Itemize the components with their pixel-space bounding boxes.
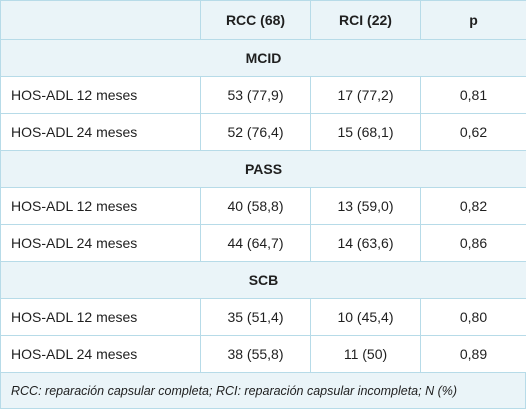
table-footnote: RCC: reparación capsular completa; RCI: …: [0, 373, 526, 409]
results-table: RCC (68) RCI (22) p MCID HOS-ADL 12 mese…: [0, 0, 526, 373]
header-cell-empty: [0, 0, 201, 40]
rci-cell: 17 (77,2): [310, 76, 421, 114]
p-value-cell: 0,80: [420, 298, 526, 336]
rci-cell: 10 (45,4): [310, 298, 421, 336]
rci-cell: 14 (63,6): [310, 224, 421, 262]
p-value-cell: 0,86: [420, 224, 526, 262]
row-label: HOS-ADL 24 meses: [0, 113, 201, 151]
rcc-cell: 44 (64,7): [200, 224, 311, 262]
table-row: HOS-ADL 24 meses 52 (76,4) 15 (68,1) 0,6…: [0, 113, 526, 151]
row-label: HOS-ADL 12 meses: [0, 76, 201, 114]
section-row-pass: PASS: [0, 150, 526, 188]
header-cell-rci: RCI (22): [310, 0, 421, 40]
row-label: HOS-ADL 24 meses: [0, 335, 201, 373]
section-title: SCB: [0, 261, 526, 299]
p-value-cell: 0,62: [420, 113, 526, 151]
row-label: HOS-ADL 12 meses: [0, 298, 201, 336]
p-value-cell: 0,89: [420, 335, 526, 373]
rcc-cell: 40 (58,8): [200, 187, 311, 225]
rcc-cell: 52 (76,4): [200, 113, 311, 151]
rcc-cell: 35 (51,4): [200, 298, 311, 336]
rcc-cell: 53 (77,9): [200, 76, 311, 114]
table-row: HOS-ADL 12 meses 35 (51,4) 10 (45,4) 0,8…: [0, 298, 526, 336]
table-row: HOS-ADL 12 meses 40 (58,8) 13 (59,0) 0,8…: [0, 187, 526, 225]
table-header-row: RCC (68) RCI (22) p: [0, 0, 526, 40]
row-label: HOS-ADL 12 meses: [0, 187, 201, 225]
table-row: HOS-ADL 12 meses 53 (77,9) 17 (77,2) 0,8…: [0, 76, 526, 114]
rcc-cell: 38 (55,8): [200, 335, 311, 373]
p-value-cell: 0,81: [420, 76, 526, 114]
p-value-cell: 0,82: [420, 187, 526, 225]
header-cell-rcc: RCC (68): [200, 0, 311, 40]
section-title: MCID: [0, 39, 526, 77]
header-cell-p: p: [420, 0, 526, 40]
rci-cell: 11 (50): [310, 335, 421, 373]
row-label: HOS-ADL 24 meses: [0, 224, 201, 262]
table-row: HOS-ADL 24 meses 44 (64,7) 14 (63,6) 0,8…: [0, 224, 526, 262]
rci-cell: 15 (68,1): [310, 113, 421, 151]
section-title: PASS: [0, 150, 526, 188]
rci-cell: 13 (59,0): [310, 187, 421, 225]
table-row: HOS-ADL 24 meses 38 (55,8) 11 (50) 0,89: [0, 335, 526, 373]
section-row-mcid: MCID: [0, 39, 526, 77]
section-row-scb: SCB: [0, 261, 526, 299]
